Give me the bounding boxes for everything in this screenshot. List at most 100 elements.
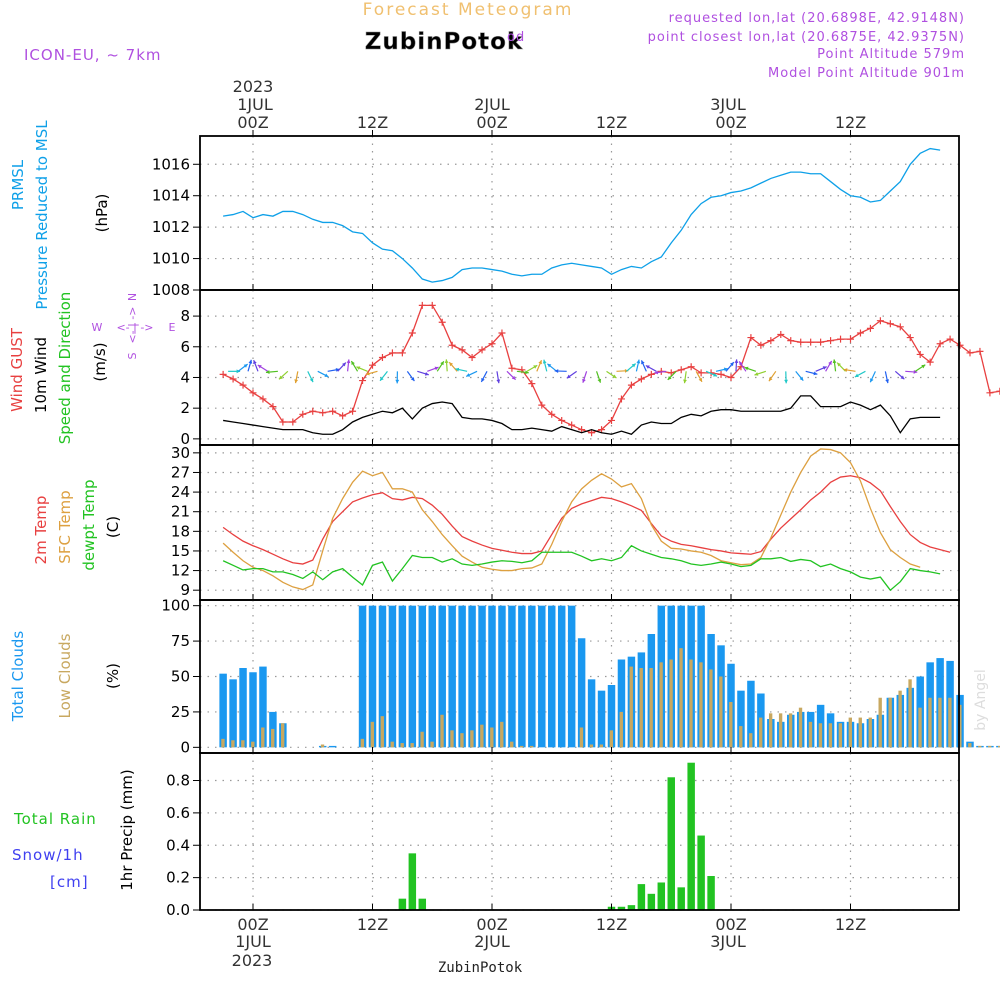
bottom-tick-label: 12Z xyxy=(596,915,627,934)
total-cloud-bar xyxy=(498,605,506,748)
wind-arrow-head xyxy=(542,359,547,364)
wind-arrow-head xyxy=(554,369,559,373)
gust-marker xyxy=(916,350,924,358)
wind-arrow-head xyxy=(525,370,529,375)
total-cloud-bar xyxy=(747,680,755,748)
wind-arrow-head xyxy=(641,360,645,365)
gust-marker xyxy=(757,341,765,349)
low-cloud-bar xyxy=(500,721,504,748)
gust-marker xyxy=(976,347,984,355)
rain-bar xyxy=(637,884,646,910)
gust-marker xyxy=(767,337,775,345)
total-cloud-bar xyxy=(488,605,496,748)
bottom-tick-label: 00Z xyxy=(476,915,507,934)
panel-frame xyxy=(199,135,960,291)
forecast-title: Forecast Meteogram xyxy=(363,0,574,20)
gust-marker xyxy=(488,340,496,348)
wind-arrow-head xyxy=(395,379,400,384)
rain-bar xyxy=(677,887,685,910)
gust-marker xyxy=(886,320,894,328)
y-tick-label: 4 xyxy=(180,368,190,386)
wind-arrow-head xyxy=(921,364,926,369)
gust-marker xyxy=(349,407,357,415)
gust-marker xyxy=(856,329,864,337)
low-cloud-bar xyxy=(749,733,753,748)
compass-n: N xyxy=(126,293,139,301)
wind-arrow-head xyxy=(496,379,501,384)
low-cloud-bar xyxy=(719,676,723,748)
gust-marker xyxy=(687,363,695,371)
low-cloud-bar xyxy=(729,702,733,748)
gust-marker xyxy=(388,349,396,357)
low-cloud-bar xyxy=(490,727,494,748)
y-tick-label: 25 xyxy=(171,703,190,721)
top-tick-label: 12Z xyxy=(835,113,866,132)
low-cloud-bar xyxy=(251,741,255,748)
total-cloud-bar xyxy=(508,605,516,748)
rain-bar xyxy=(418,898,427,910)
low-cloud-bar xyxy=(768,713,773,748)
wind-arrow-head xyxy=(309,378,314,383)
tsfc-label: SFC Temp xyxy=(56,490,74,563)
gust-marker xyxy=(538,401,546,409)
y-tick-label: 9 xyxy=(180,581,190,599)
bottom-date-1: 1JUL xyxy=(235,932,271,951)
gust-marker xyxy=(468,354,476,362)
low-cloud-bar xyxy=(858,717,862,748)
wind-arrow-head xyxy=(365,371,370,376)
gust-marker xyxy=(827,337,835,345)
gust-marker xyxy=(667,369,675,377)
panel-frame xyxy=(199,752,960,911)
low-cloud-bar xyxy=(908,679,912,748)
wind-arrow-head xyxy=(813,371,818,376)
rain-bar xyxy=(408,853,417,910)
gust-marker xyxy=(289,418,297,426)
top-tick-label: 00Z xyxy=(476,113,507,132)
panel-frame xyxy=(199,444,960,601)
gust-marker xyxy=(996,387,1000,395)
low-cloud-bar xyxy=(938,697,942,748)
total-cloud-bar xyxy=(259,666,267,748)
gust-marker xyxy=(438,318,446,326)
gust-marker xyxy=(647,370,655,378)
wind-arrow-head xyxy=(294,379,299,384)
low-cloud-bar xyxy=(619,711,623,748)
ms-unit: (m/s) xyxy=(91,342,109,381)
y-tick-label: 0.6 xyxy=(166,804,190,822)
gust-marker xyxy=(418,301,426,309)
wind-arrow-head xyxy=(253,360,257,365)
low-cloud-bar xyxy=(609,730,613,748)
rain-bar xyxy=(657,882,666,910)
low-cloud-bar xyxy=(709,669,713,748)
y-tick-label: 8 xyxy=(180,307,190,325)
series-line xyxy=(223,147,941,283)
gust-marker xyxy=(219,370,227,378)
wind-arrow-head xyxy=(511,375,516,380)
wind-arrow-head xyxy=(734,359,739,363)
low-cloud-bar xyxy=(440,714,444,748)
wind-arrow-head xyxy=(612,374,617,379)
compass-legend: W <- | -> E <- | -> N S xyxy=(92,293,176,360)
y-tick-label: 75 xyxy=(171,632,190,650)
wind-arrow-head xyxy=(631,363,636,368)
bottom-tick-label: 12Z xyxy=(357,915,388,934)
series-line xyxy=(222,475,951,565)
wind-arrow-head xyxy=(566,374,571,379)
total-cloud-bar xyxy=(597,690,606,748)
gust-marker xyxy=(339,412,347,420)
gust-marker xyxy=(906,334,914,342)
low-cloud-bar xyxy=(848,717,852,748)
wind-arrow-head xyxy=(444,359,449,364)
top-time-ticks: 00Z 12Z 00Z 12Z 00Z 12Z xyxy=(237,113,866,136)
gust-marker xyxy=(817,338,825,346)
gust-marker xyxy=(807,338,815,346)
gust-marker xyxy=(986,389,994,397)
low-cloud-bar xyxy=(261,727,265,748)
low-cloud-bar xyxy=(689,659,693,748)
gust-marker xyxy=(787,337,795,345)
total-cloud-bar xyxy=(438,605,446,748)
low-cloud-bar xyxy=(221,738,225,748)
wind-arrow-head xyxy=(324,373,329,377)
rain-bar xyxy=(398,898,407,910)
gust-marker xyxy=(717,370,725,378)
